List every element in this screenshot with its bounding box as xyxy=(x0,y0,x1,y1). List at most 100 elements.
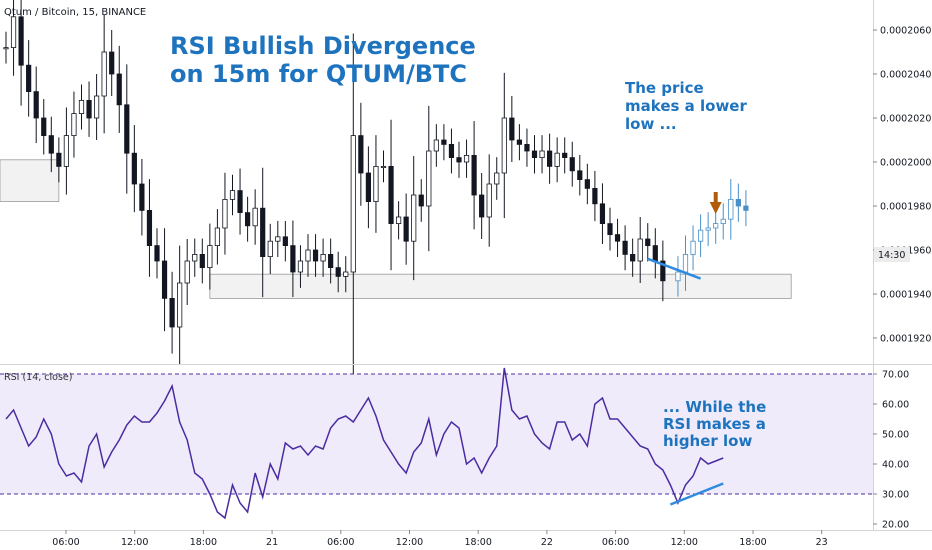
projection-candle-body xyxy=(675,271,681,282)
price-candle-body xyxy=(471,154,477,196)
price-candle-body xyxy=(645,238,651,246)
rsi-note-line-2: RSI makes a xyxy=(663,415,766,433)
price-candle-body xyxy=(3,47,9,50)
price-candle-body xyxy=(192,253,198,262)
projection-candle-body xyxy=(705,227,711,231)
price-tick-label: 0.0002060 xyxy=(880,26,931,37)
price-candle-body xyxy=(395,216,402,224)
price-candle-body xyxy=(169,297,175,328)
price-badge xyxy=(874,247,910,262)
projection-candle-body xyxy=(682,253,689,273)
price-candle-body xyxy=(48,135,54,154)
price-candle-body xyxy=(539,150,545,158)
price-candle-body xyxy=(124,104,130,154)
price-candle-body xyxy=(252,207,258,227)
rsi-tick-label: 20.00 xyxy=(882,520,909,531)
projection-candle-body xyxy=(690,240,696,255)
projection-candle-body xyxy=(713,223,719,229)
price-candle-body xyxy=(494,172,500,185)
time-tick-label: 06:00 xyxy=(602,537,629,548)
price-candle-body xyxy=(411,194,417,242)
price-candle-body xyxy=(199,253,205,268)
price-candle-body xyxy=(350,135,356,273)
price-candle-body xyxy=(403,216,409,242)
price-candle-body xyxy=(328,253,334,268)
rsi-note-line-1: ... While the xyxy=(663,398,766,416)
price-candle-body xyxy=(214,227,220,247)
price-candle-body xyxy=(501,117,507,174)
price-candle-body xyxy=(380,165,387,168)
price-candle-body xyxy=(297,260,304,273)
time-tick-label: 18:00 xyxy=(190,537,217,548)
price-candle-body xyxy=(486,183,492,218)
price-candle-body xyxy=(290,245,296,273)
price-candle-body xyxy=(154,245,160,262)
price-candle-body xyxy=(365,172,372,203)
price-candle-body xyxy=(139,183,145,211)
price-candle-body xyxy=(101,51,107,97)
projection-candle-body xyxy=(735,198,741,207)
price-candle-body xyxy=(282,236,288,247)
chart-title-line-2: on 15m for QTUM/BTC xyxy=(170,60,467,88)
price-candle-body xyxy=(18,16,24,66)
rsi-band-fill xyxy=(0,374,873,494)
price-candle-body xyxy=(547,150,553,167)
price-candle-body xyxy=(161,260,168,299)
time-axis-ticks: 06:00 12:00 18:00 21 06:00 12:00 18:00 22 06:00 1… xyxy=(52,530,828,548)
price-candle-body xyxy=(441,139,447,145)
price-candle-body xyxy=(373,165,379,202)
time-tick-label: 22 xyxy=(541,537,553,548)
price-candle-body xyxy=(426,150,432,207)
price-candle-body xyxy=(463,154,470,163)
price-candle-body xyxy=(312,249,319,262)
price-candle-body xyxy=(78,100,85,115)
projection-candle-body xyxy=(698,229,704,242)
price-note-line-2: makes a lower xyxy=(625,97,747,115)
price-candle-body xyxy=(33,91,39,119)
price-pane[interactable] xyxy=(0,0,873,375)
price-tick-label: 0.0002040 xyxy=(880,70,931,81)
zone-rect xyxy=(209,273,792,299)
price-candle-body xyxy=(56,152,62,167)
price-candle-body xyxy=(146,209,153,246)
price-candle-body xyxy=(531,150,538,158)
price-candle-body xyxy=(456,157,462,163)
price-candle-body xyxy=(652,245,658,262)
price-candle-body xyxy=(562,152,568,158)
price-candle-body xyxy=(448,143,455,158)
price-candle-body xyxy=(63,135,69,167)
rsi-axis-ticks: 20.00 30.00 40.00 50.00 60.00 70.00 xyxy=(873,370,909,531)
time-axis[interactable]: 06:00 12:00 18:00 21 06:00 12:00 18:00 22 06:00 1… xyxy=(0,530,932,548)
rsi-tick-label: 50.00 xyxy=(882,430,909,441)
chart-title-line-1: RSI Bullish Divergence xyxy=(170,32,476,60)
time-tick-label: 21 xyxy=(266,537,278,548)
time-tick-label: 06:00 xyxy=(52,537,79,548)
rsi-tick-label: 30.00 xyxy=(882,490,909,501)
rsi-tick-label: 70.00 xyxy=(882,370,909,381)
price-candle-body xyxy=(267,240,273,257)
price-candle-body xyxy=(244,212,251,227)
price-candle-body xyxy=(184,260,190,284)
price-candles xyxy=(3,0,666,375)
time-tick-label: 12:00 xyxy=(671,537,698,548)
price-candle-body xyxy=(335,267,341,277)
price-candle-body xyxy=(569,157,575,172)
price-candle-body xyxy=(599,203,606,225)
rsi-note-line-3: higher low xyxy=(663,432,752,450)
price-axis[interactable]: 0.00019200.00019400.00019600.00019800.00… xyxy=(873,0,931,530)
price-candle-body xyxy=(516,139,523,145)
price-tick-label: 0.0001980 xyxy=(880,202,931,213)
projection-candle-body xyxy=(743,205,749,211)
price-candle-body xyxy=(509,117,515,141)
time-tick-label: 23 xyxy=(816,537,828,548)
price-candle-body xyxy=(577,170,583,181)
price-tick-label: 0.0001920 xyxy=(880,334,931,345)
price-tick-label: 0.0002000 xyxy=(880,158,931,169)
time-tick-label: 18:00 xyxy=(465,537,492,548)
price-candle-body xyxy=(479,194,485,218)
price-candle-body xyxy=(94,95,100,119)
rsi-line xyxy=(5,367,724,520)
rsi-pane[interactable] xyxy=(0,367,873,520)
time-tick-label: 12:00 xyxy=(396,537,423,548)
